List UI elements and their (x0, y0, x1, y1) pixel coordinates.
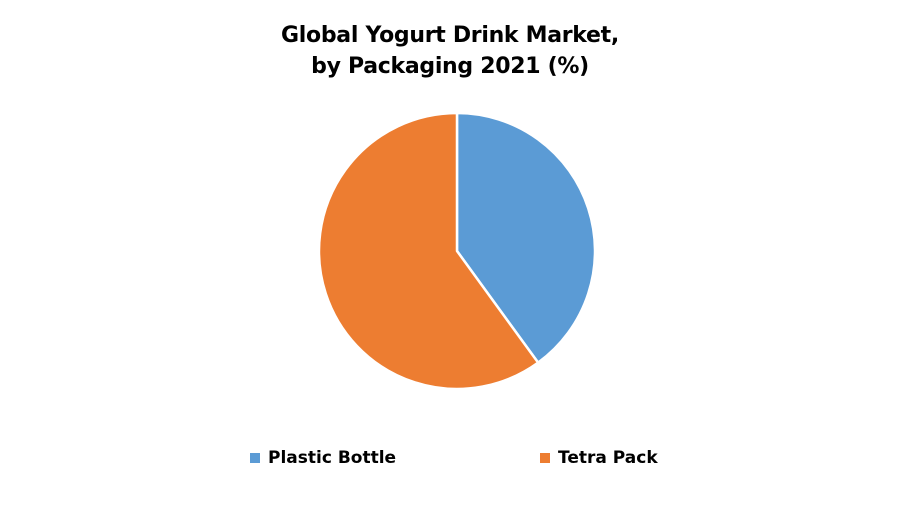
chart-title-line2: by Packaging 2021 (%) (311, 54, 589, 79)
legend-swatch-plastic-bottle (250, 453, 260, 463)
legend-item-plastic-bottle: Plastic Bottle (250, 448, 396, 468)
legend-item-tetra-pack: Tetra Pack (540, 448, 658, 468)
chart-title: Global Yogurt Drink Market, by Packaging… (0, 20, 900, 82)
chart-title-line1: Global Yogurt Drink Market, (281, 23, 619, 48)
legend-label: Plastic Bottle (268, 448, 397, 468)
legend-label: Tetra Pack (558, 448, 658, 468)
pie-slice-tetra-pack (317, 111, 540, 391)
legend: Plastic Bottle Tetra Pack (0, 448, 900, 472)
legend-swatch-tetra-pack (540, 453, 550, 463)
pie-slice-plastic-bottle (455, 111, 597, 364)
